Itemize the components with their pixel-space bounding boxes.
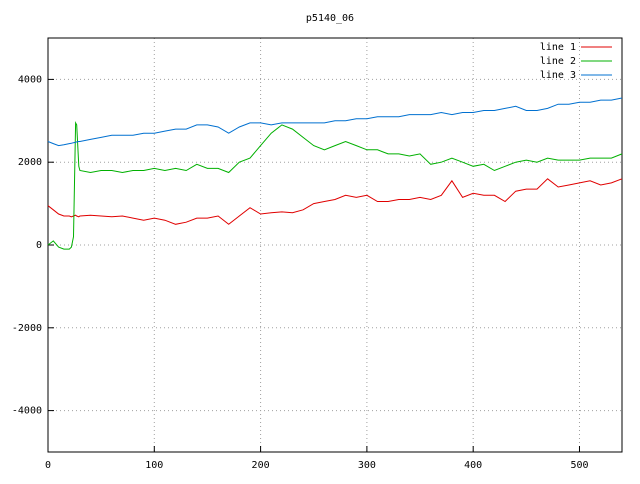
y-tick-label: 2000 (18, 157, 42, 168)
y-tick-label: -2000 (12, 323, 42, 334)
y-tick-label: -4000 (12, 406, 42, 417)
data-line (47, 178, 623, 225)
chart-title: p5140_06 (306, 13, 354, 24)
x-tick-label: 300 (358, 460, 376, 471)
legend-label: line 2 (540, 56, 576, 67)
legend-label: line 1 (540, 42, 576, 53)
x-tick-label: 500 (570, 460, 588, 471)
data-line (47, 97, 623, 147)
y-tick-label: 4000 (18, 74, 42, 85)
x-tick-label: 400 (464, 460, 482, 471)
data-line (47, 121, 623, 250)
x-tick-label: 200 (252, 460, 270, 471)
legend-label: line 3 (540, 70, 576, 81)
y-tick-label: 0 (36, 240, 42, 251)
x-tick-label: 100 (145, 460, 163, 471)
x-tick-label: 0 (45, 460, 51, 471)
